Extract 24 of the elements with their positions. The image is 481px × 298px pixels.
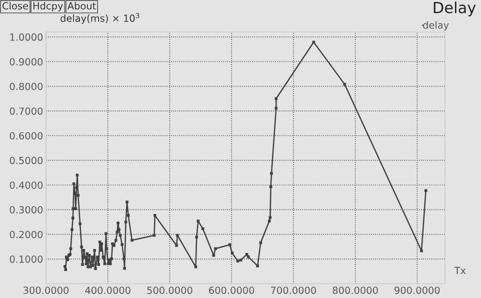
text: Hdcpy <box>33 2 63 12</box>
y-tick-label: 0.3000 <box>10 206 43 214</box>
text: Close <box>2 2 28 10</box>
y-tick-label: 0.9000 <box>10 58 43 66</box>
y-tick-label: 0.8000 <box>10 82 43 90</box>
legend-label: delay <box>423 21 449 31</box>
y-tick-label: 0.4000 <box>10 181 43 189</box>
x-tick-label: 500.0000 <box>147 286 192 294</box>
chart-title: Delay <box>434 1 476 16</box>
y-tick-label: 0.6000 <box>10 132 43 140</box>
x-tick-label: 600.0000 <box>209 286 254 294</box>
x-tick-label: 900.0000 <box>394 286 440 294</box>
y-tick-label: 0.5000 <box>10 156 43 164</box>
x-tick-label: 800.0000 <box>332 286 378 294</box>
y-tick-label: 0.1000 <box>10 256 43 263</box>
y-axis-title: delay(ms) × 10$^{3}$ <box>60 13 140 24</box>
x-tick-label: 400.0000 <box>85 286 130 294</box>
x-axis-title: Tx <box>454 266 466 274</box>
y-tick-label: 0.7000 <box>10 107 43 115</box>
text: About <box>67 2 96 10</box>
y-tick-label: 0.2000 <box>10 230 43 238</box>
x-tick-label: 300.0000 <box>24 286 69 294</box>
x-tick-label: 700.0000 <box>271 286 316 294</box>
y-tick-label: 1.0000 <box>10 33 43 41</box>
